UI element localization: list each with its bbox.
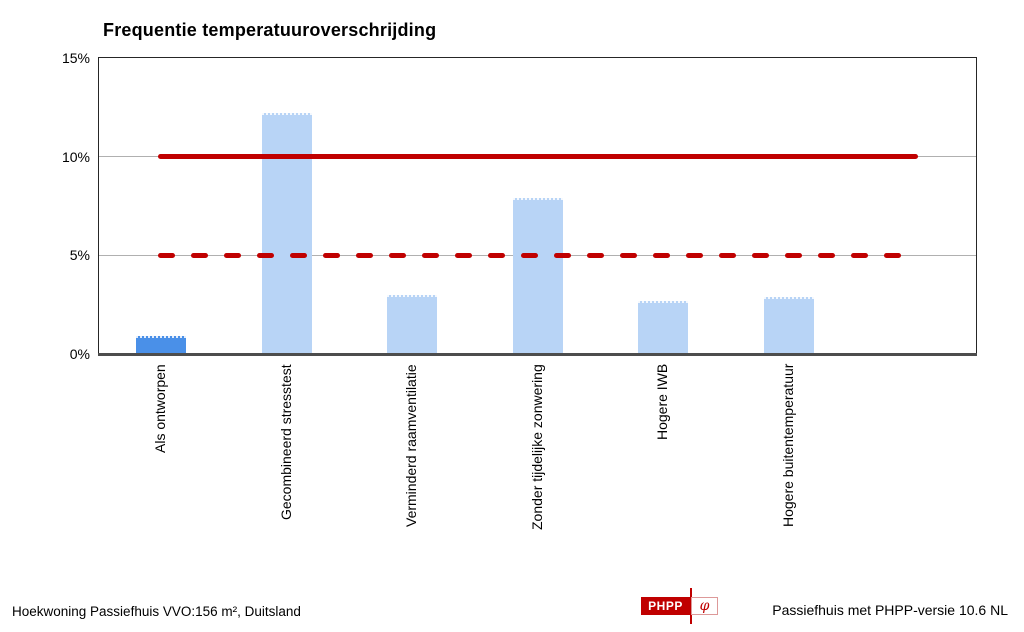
limit-line-dash-5 [158,252,175,258]
limit-line-dash-5 [521,252,538,258]
phpp-logo: PHPP φ [641,588,721,624]
limit-line-dash-5 [323,252,340,258]
limit-line-dash-5 [851,252,868,258]
x-axis-line [98,353,977,356]
limit-line-dash-5 [191,252,208,258]
limit-line-dash-5 [752,252,769,258]
bar-3 [512,198,563,354]
limit-line-dash-5 [620,252,637,258]
category-label-2: Verminderd raamventilatie [403,364,420,527]
limit-line-dash-5 [653,252,670,258]
chart-title: Frequentie temperatuuroverschrijding [103,20,437,40]
phi-icon: φ [699,598,710,614]
limit-line-dash-5 [257,252,274,258]
limit-line-solid-10 [158,154,918,160]
y-tick-label: 10% [61,148,90,165]
category-label-5: Hogere buitentemperatuur [780,364,796,528]
limit-line-dash-5 [389,252,406,258]
limit-line-dash-5 [818,252,835,258]
limit-line-dash-5 [224,252,241,258]
bar-1 [261,113,312,354]
phpp-logo-box: φ [691,597,718,615]
limit-line-dash-5 [356,252,373,258]
limit-line-dash-5 [455,252,472,258]
limit-line-dash-5 [488,252,505,258]
bar-5 [764,296,814,354]
limit-line-dash-5 [587,252,604,258]
bar-2 [387,294,438,354]
limit-line-dash-5 [884,252,901,258]
category-label-1: Gecombineerd stresstest [277,364,294,520]
bar-4 [638,300,689,354]
bar-0 [136,336,186,354]
limit-line-dash-5 [554,252,571,258]
limit-line-dash-5 [719,252,736,258]
limit-line-dash-5 [422,252,439,258]
project-description: Hoekwoning Passiefhuis VVO:156 m², Duits… [12,604,301,619]
version-note: Passiefhuis met PHPP-versie 10.6 NL [772,602,1008,618]
y-tick-label: 5% [69,247,90,264]
y-tick-label: 0% [69,346,90,362]
plot-area [98,57,977,356]
category-label-4: Hogere IWB [654,364,671,441]
limit-line-dash-5 [290,252,307,258]
phpp-logo-wordmark: PHPP [641,597,690,615]
y-tick-label: 15% [61,50,90,66]
category-label-3: Zonder tijdelijke zonwering [528,364,545,530]
limit-line-dash-5 [785,252,802,258]
limit-line-dash-5 [686,252,703,258]
category-label-0: Als ontworpen [152,364,168,453]
